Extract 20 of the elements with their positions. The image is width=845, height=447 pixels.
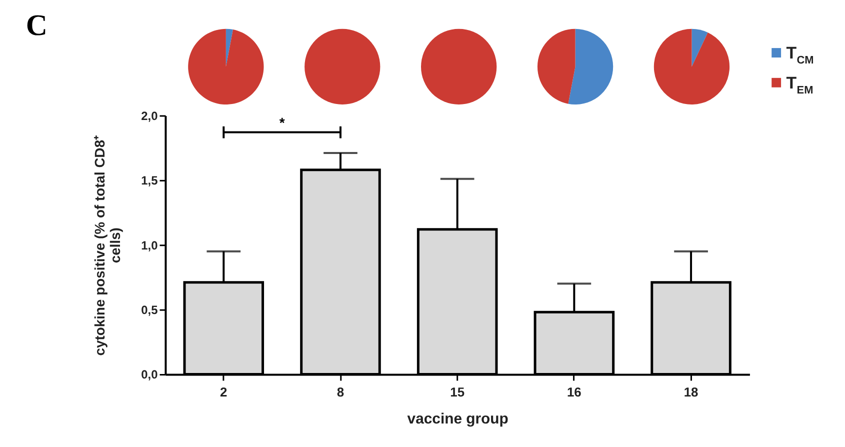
pie-slice [692,28,708,67]
y-tick-label: 0,5 [141,303,158,318]
pie-slice [226,28,234,67]
x-axis-title: vaccine group [407,410,508,428]
pie-slice [537,28,576,104]
pie-slice [568,28,614,104]
y-tick-label: 0,0 [141,368,158,382]
x-tick-label: 15 [450,384,465,400]
annotation: * [279,114,286,130]
pie-slice [654,28,730,105]
x-tick-label: 18 [684,384,698,400]
y-tick-label: 1,5 [141,174,158,188]
y-tick-label: 1,0 [141,238,158,252]
y-tick-label: 2,0 [141,108,158,123]
x-tick-label: 8 [336,384,344,400]
x-tick-label: 2 [220,384,228,400]
y-axis-title: cytokine positive (% of total CD8⁺ cells) [91,134,124,356]
pie-slice [188,28,264,105]
text: C [26,8,48,42]
x-tick-label: 16 [566,384,582,400]
